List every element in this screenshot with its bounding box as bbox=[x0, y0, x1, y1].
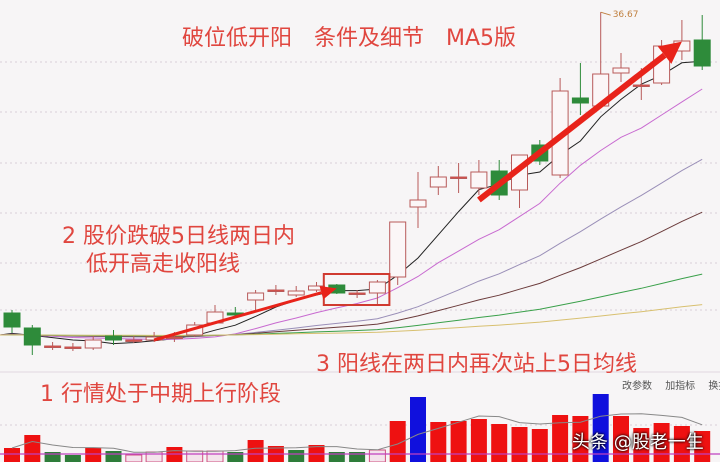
trend-arrow-head bbox=[657, 41, 682, 64]
chart-title: 破位低开阳 条件及细节 MA5版 bbox=[182, 26, 517, 51]
candle-body bbox=[287, 290, 305, 296]
high-price-label: 36.67 bbox=[613, 10, 639, 20]
volume-bar bbox=[511, 427, 528, 462]
annotation-point-2-line-2: 低开高走收阳线 bbox=[86, 252, 241, 277]
candle-body bbox=[23, 327, 41, 346]
candle-body bbox=[470, 171, 488, 189]
volume-bar bbox=[613, 416, 629, 462]
candle-body bbox=[247, 292, 265, 301]
volume-bar bbox=[531, 429, 548, 462]
candle-body bbox=[693, 39, 711, 67]
indicator-toolbar: 改参数 加指标 换指标 bbox=[622, 377, 720, 392]
volume-bar bbox=[673, 426, 690, 462]
candle-body bbox=[632, 84, 650, 87]
watermark: 头条 @股老一生 bbox=[572, 432, 704, 453]
volume-bar bbox=[24, 435, 41, 462]
trend-arrow-head bbox=[319, 285, 337, 300]
volume-bar bbox=[552, 415, 569, 462]
candle-body bbox=[409, 199, 427, 208]
volume-bar bbox=[186, 450, 204, 462]
volume-bar bbox=[44, 452, 61, 462]
volume-bar bbox=[227, 452, 244, 462]
volume-bar bbox=[64, 455, 81, 462]
volume-bar bbox=[572, 416, 589, 462]
trend-arrow-shaft bbox=[477, 52, 667, 203]
switch-indicator-button[interactable]: 换指标 bbox=[708, 381, 720, 392]
trend-arrow-shaft bbox=[153, 291, 322, 342]
volume-bar bbox=[349, 452, 366, 462]
candle-body bbox=[64, 346, 82, 349]
candle-body bbox=[429, 176, 447, 188]
volume-bar bbox=[105, 451, 122, 462]
candle-body bbox=[105, 335, 122, 341]
candle-body bbox=[450, 176, 468, 179]
candle-body bbox=[571, 97, 589, 104]
volume-bar bbox=[85, 448, 102, 462]
candle-body bbox=[389, 221, 407, 278]
ma5-line bbox=[0, 60, 703, 345]
high-label-pointer bbox=[600, 11, 611, 16]
volume-bar bbox=[430, 422, 447, 462]
add-indicator-button[interactable]: 加指标 bbox=[665, 381, 696, 392]
candle-body bbox=[368, 281, 386, 294]
volume-bar bbox=[389, 421, 406, 462]
volume-bar bbox=[125, 454, 143, 462]
volume-bar bbox=[450, 421, 467, 462]
volume-bar bbox=[592, 394, 609, 462]
change-params-button[interactable]: 改参数 bbox=[622, 381, 652, 392]
candle-body bbox=[84, 339, 102, 349]
volume-ma-line bbox=[11, 413, 703, 453]
volume-bar bbox=[206, 450, 224, 462]
volume-bar bbox=[653, 423, 670, 462]
volume-bar bbox=[247, 440, 264, 462]
candle-body bbox=[44, 345, 62, 348]
ma10-line bbox=[0, 88, 703, 340]
volume-bar bbox=[491, 424, 508, 462]
volume-bar bbox=[4, 448, 20, 462]
volume-bar bbox=[410, 397, 426, 462]
annotation-point-3: 3 阳线在两日内再次站上5日均线 bbox=[316, 352, 637, 377]
volume-bar bbox=[368, 449, 386, 462]
candle-body bbox=[267, 289, 285, 292]
annotation-point-2-line-1: 2 股价跌破5日线两日内 bbox=[62, 224, 295, 249]
candle-body bbox=[348, 292, 366, 295]
candle-body bbox=[3, 312, 21, 328]
ma120-line bbox=[0, 304, 703, 336]
candle-body bbox=[612, 67, 630, 74]
volume-bar bbox=[288, 450, 305, 462]
candle-body bbox=[125, 339, 143, 342]
volume-bar bbox=[470, 419, 487, 462]
annotation-point-1: 1 行情处于中期上行阶段 bbox=[40, 382, 281, 407]
volume-bar bbox=[328, 452, 345, 462]
